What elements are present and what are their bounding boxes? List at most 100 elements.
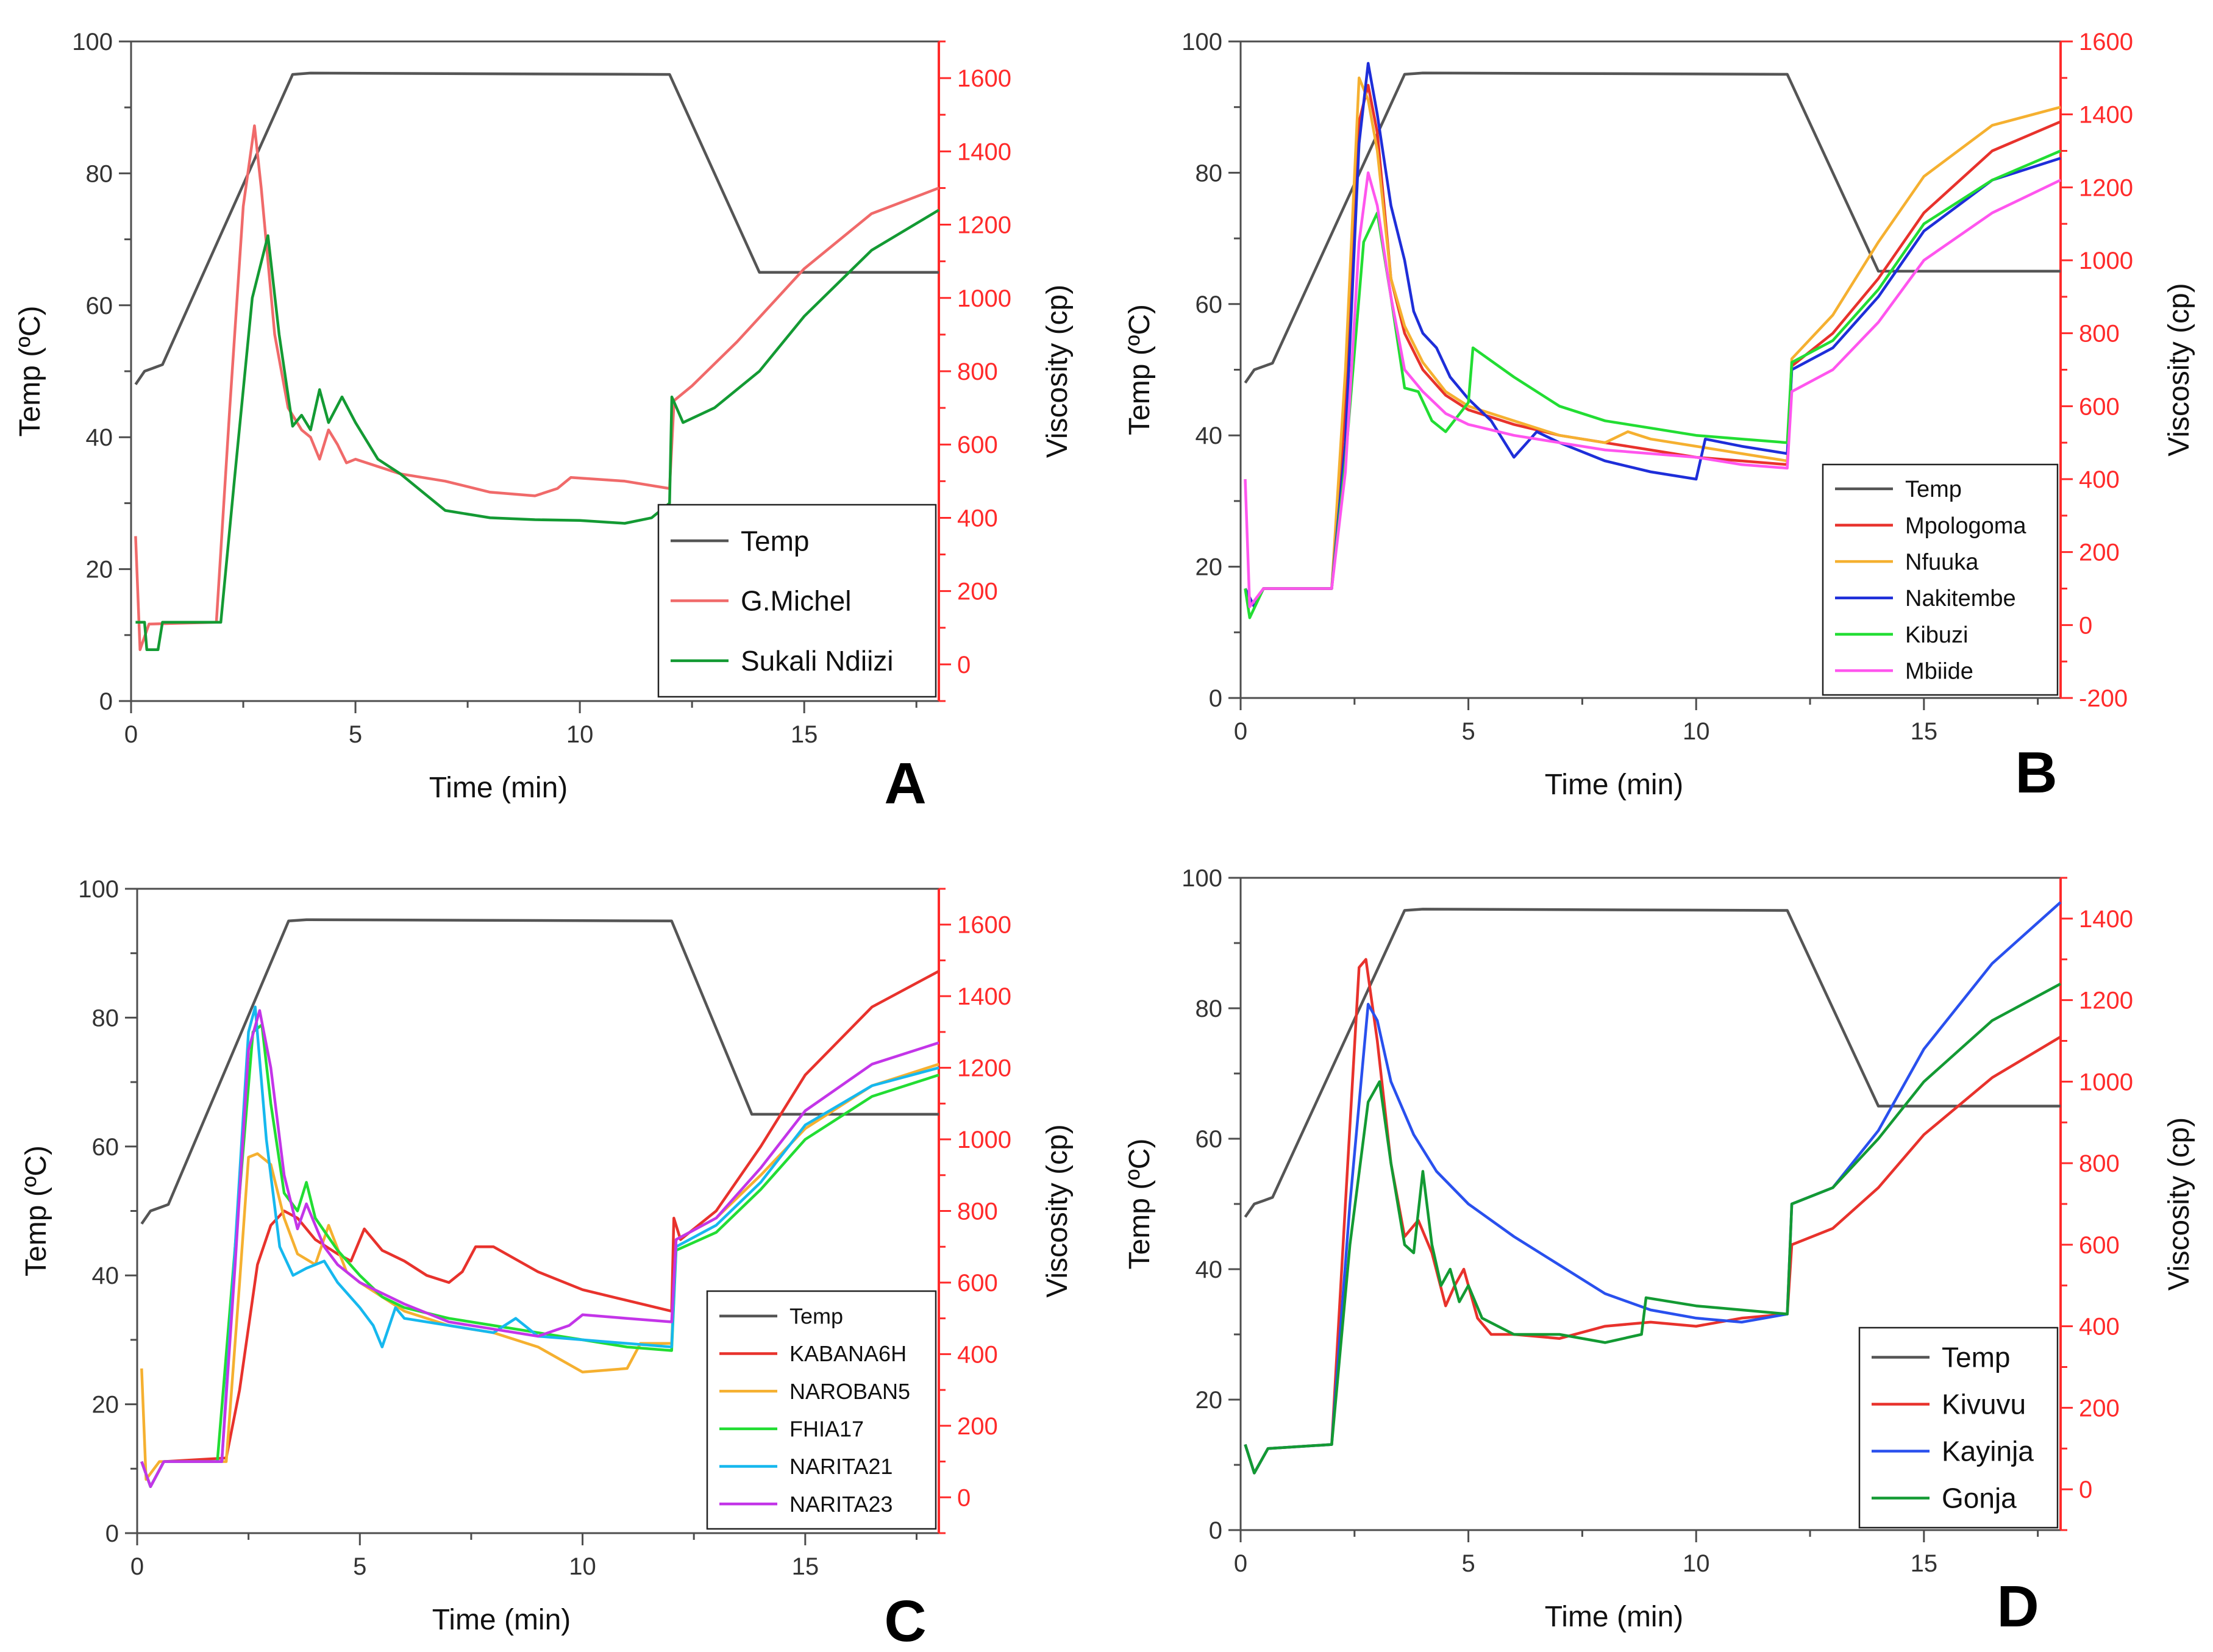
right-y-tick-label: 1400 [957,138,1011,165]
chart-panel-c: 0 5 10 150204060801000200400600800100012001… [20,876,1074,1652]
right-y-tick-label: 600 [2079,1232,2120,1259]
left-y-tick-label: 80 [92,1005,119,1031]
series-line-g-michel [134,124,939,652]
legend: Temp KABANA6H NAROBAN5 FHIA17 NARITA21 NARITA… [706,1290,937,1530]
legend-entry: Temp [1905,477,1962,502]
left-y-axis-title: Temp (ºC) [14,306,46,437]
left-y-tick-label: 60 [1196,291,1223,318]
right-y-tick-label: 1000 [2079,247,2133,274]
x-tick-label: 10 [1683,1550,1710,1577]
right-y-tick-label: 1200 [2079,174,2133,201]
legend-entry: G.Michel [741,585,851,617]
left-y-tick-label: 40 [86,424,113,451]
right-y-tick-label: 1400 [2079,906,2133,933]
x-tick-label: 10 [1683,718,1710,745]
legend: Temp Mpologoma Nfuuka Nakitembe Kibuzi Mbiide [1822,463,2059,696]
right-y-tick-label: 400 [957,1341,998,1368]
x-axis-title: Time (min) [432,1604,571,1636]
x-tick-label: 15 [792,1553,819,1580]
x-tick-label: 15 [1911,1550,1938,1577]
legend-entry: Temp [1942,1342,2010,1373]
left-y-tick-label: 0 [1209,1517,1222,1544]
right-y-tick-label: 600 [957,432,998,458]
right-y-tick-label: 1600 [957,65,1011,92]
series-line-narita23 [140,1009,939,1488]
legend-entry: Gonja [1942,1483,2017,1514]
right-y-tick-label: 800 [2079,321,2120,347]
right-y-tick-label: 1200 [2079,988,2133,1014]
left-y-tick-label: 40 [1196,422,1223,449]
left-y-axis-title: Temp (ºC) [1124,304,1156,435]
left-y-tick-label: 100 [72,29,113,55]
panel-label: C [884,1589,926,1652]
x-tick-label: 10 [566,721,594,748]
legend-box [1822,463,2059,696]
legend-entry: Mbiide [1905,658,1973,684]
legend-entry: FHIA17 [789,1416,864,1441]
panel-label: A [884,751,926,816]
left-y-tick-label: 100 [1181,29,1222,55]
x-tick-label: 15 [1911,718,1938,745]
left-y-tick-label: 60 [92,1134,119,1161]
x-tick-label: 10 [569,1553,596,1580]
legend-entry: Mpologoma [1905,513,2026,539]
x-tick-label: 5 [1461,718,1475,745]
x-tick-label: 15 [791,721,818,748]
legend-entry: Nakitembe [1905,586,2016,611]
series-line-kabana6h [140,970,940,1488]
x-tick-label: 5 [349,721,362,748]
right-y-tick-label: 400 [2079,466,2120,493]
left-y-tick-label: 60 [1196,1126,1223,1153]
legend-entry: Kibuzi [1905,622,1969,648]
right-y-tick-label: 800 [957,358,998,385]
chart-panel-d: 0 5 10 150204060801000200400600800100012001… [1124,865,2195,1639]
x-tick-label: 5 [1461,1550,1475,1577]
right-y-tick-label: 200 [2079,539,2120,566]
left-y-tick-label: 0 [99,688,113,715]
series-line-temp [1244,71,2061,384]
left-y-tick-label: 20 [1196,554,1223,581]
series-line-nfuuka [1244,76,2061,608]
legend-entry: Kayinja [1942,1436,2034,1467]
series-line-sukali-ndiizi [135,208,940,652]
legend-entry: Temp [741,525,809,557]
left-y-axis-title: Temp (ºC) [1124,1139,1156,1270]
right-y-tick-label: 400 [2079,1314,2120,1340]
left-y-tick-label: 40 [1196,1256,1223,1283]
x-tick-label: 0 [1234,1550,1247,1577]
right-y-tick-label: -200 [2079,685,2128,712]
right-y-axis-title: Viscosity (cp) [1041,1124,1074,1298]
legend-entry: NARITA23 [789,1492,893,1517]
legend-entry: NARITA21 [789,1454,893,1479]
left-y-tick-label: 80 [1196,160,1223,187]
right-y-tick-label: 0 [957,1484,971,1511]
series-line-gonja [1244,982,2062,1475]
right-y-tick-label: 1600 [2079,29,2133,55]
left-y-axis-title: Temp (ºC) [20,1145,52,1276]
chart-panel-b: 0 5 10 15 0 20 40 60 80 100 -200 0 200 400 600 800 1000 1… [1124,29,2195,805]
right-y-tick-label: 1400 [957,983,1011,1010]
left-y-tick-label: 80 [1196,995,1223,1022]
panel-label: B [2015,740,2057,805]
series-line-mpologoma [1244,84,2061,608]
legend-entry: Sukali Ndiizi [741,645,894,677]
legend-entry: Kivuvu [1942,1389,2026,1420]
right-y-tick-label: 1400 [2079,102,2133,129]
right-y-tick-label: 200 [957,1413,998,1440]
right-y-tick-label: 1600 [957,912,1011,939]
right-y-axis-title: Viscosity (cp) [2163,283,2195,457]
right-y-tick-label: 600 [2079,393,2120,420]
legend: Temp G.Michel Sukali Ndiizi [657,504,937,698]
x-axis-title: Time (min) [429,772,568,804]
series-line-temp [1244,908,2061,1218]
x-axis-title: Time (min) [1545,1601,1684,1633]
left-y-tick-label: 80 [86,160,113,187]
right-y-tick-label: 1200 [957,212,1011,239]
right-y-tick-label: 200 [957,579,998,605]
left-y-tick-label: 20 [86,557,113,583]
legend-box [1858,1326,2059,1529]
right-y-axis-title: Viscosity (cp) [2163,1117,2195,1291]
left-y-tick-label: 20 [92,1392,119,1419]
chart-panel-a: 0 5 10 150204060801000200400600800100012001… [14,29,1074,816]
